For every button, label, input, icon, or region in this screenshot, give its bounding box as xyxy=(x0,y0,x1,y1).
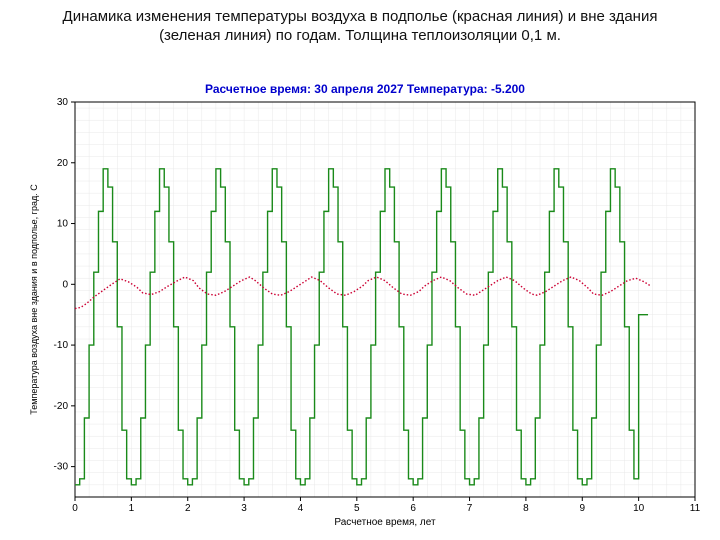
svg-text:7: 7 xyxy=(467,503,473,514)
figure-caption: Динамика изменения температуры воздуха в… xyxy=(0,0,720,50)
svg-text:20: 20 xyxy=(57,158,69,169)
svg-text:3: 3 xyxy=(241,503,247,514)
svg-text:10: 10 xyxy=(633,503,645,514)
svg-text:30: 30 xyxy=(57,97,69,108)
svg-text:6: 6 xyxy=(410,503,416,514)
svg-text:Температура воздуха вне здания: Температура воздуха вне здания и в подпо… xyxy=(29,184,39,415)
svg-text:5: 5 xyxy=(354,503,360,514)
svg-text:2: 2 xyxy=(185,503,191,514)
svg-text:-10: -10 xyxy=(54,340,69,351)
svg-text:8: 8 xyxy=(523,503,529,514)
svg-text:9: 9 xyxy=(579,503,585,514)
svg-text:Расчетное время, лет: Расчетное время, лет xyxy=(334,517,436,528)
svg-text:0: 0 xyxy=(62,279,68,290)
svg-text:10: 10 xyxy=(57,219,69,230)
svg-text:-30: -30 xyxy=(54,462,69,473)
temperature-chart: -30 -20 -10 0 10 20 30 0 1 2 3 4 5 6 7 8 9 10 11 Температур… xyxy=(20,82,710,532)
svg-text:4: 4 xyxy=(298,503,304,514)
svg-text:1: 1 xyxy=(129,503,135,514)
chart-container: Расчетное время: 30 апреля 2027 Температ… xyxy=(20,82,710,532)
svg-text:0: 0 xyxy=(72,503,78,514)
chart-subtitle: Расчетное время: 30 апреля 2027 Температ… xyxy=(20,82,710,96)
svg-text:-20: -20 xyxy=(54,401,69,412)
svg-text:11: 11 xyxy=(690,503,701,514)
